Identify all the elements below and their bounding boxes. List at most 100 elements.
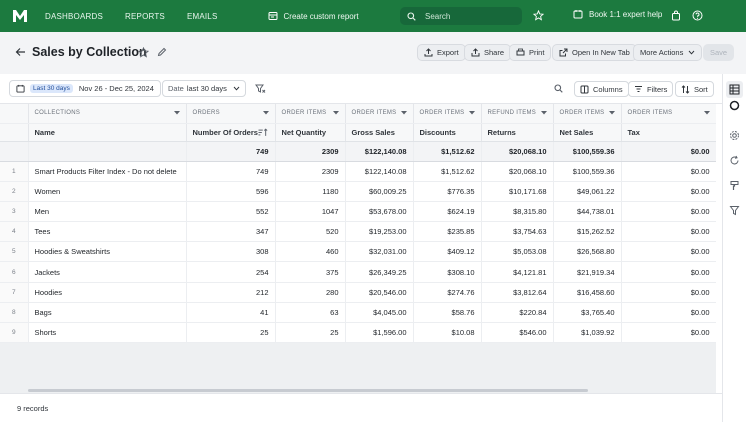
nav-emails[interactable]: EMAILS	[186, 11, 218, 21]
share-button[interactable]: Share	[464, 44, 512, 61]
table-row[interactable]: 9 Shorts 25 25 $1,596.00 $10.08 $546.00 $1,039.…	[0, 322, 716, 344]
value-cell: $100,559.36	[553, 161, 622, 182]
table-row[interactable]: 7 Hoodies 212 280 $20,546.00 $274.76 $3,812.64…	[0, 282, 716, 303]
export-button[interactable]: Export	[417, 44, 466, 61]
back-arrow-icon[interactable]	[15, 47, 26, 57]
group-header-inner: ORDER ITEMS	[560, 110, 615, 116]
print-button[interactable]: Print	[509, 44, 552, 61]
date-preset-chip: Last 30 days	[30, 84, 73, 93]
table-row[interactable]: 6 Jackets 254 375 $26,349.25 $308.10 $4,121.81…	[0, 261, 716, 283]
collection-name-cell: Shorts	[28, 322, 187, 344]
save-button[interactable]: Save	[703, 44, 735, 61]
settings-gear-icon[interactable]	[729, 130, 740, 141]
value-cell: $1,596.00	[345, 322, 414, 344]
column-header-label: Number Of Orders	[192, 127, 258, 137]
column-header-cell[interactable]: Net Sales	[553, 123, 622, 142]
table-view-icon[interactable]	[729, 84, 740, 95]
table-row[interactable]: 8 Bags 41 63 $4,045.00 $58.76 $220.84 $3,765.40…	[0, 302, 716, 324]
column-menu-chevron-icon[interactable]	[540, 111, 547, 115]
group-label: ORDER ITEMS	[627, 110, 673, 117]
table-row[interactable]: 2 Women 596 1180 $60,009.25 $776.35 $10,171.68…	[0, 181, 716, 202]
period-select[interactable]: Date last 30 days	[162, 80, 246, 97]
column-menu-chevron-icon[interactable]	[703, 111, 710, 115]
filters-button[interactable]: Filters	[628, 81, 674, 97]
date-range-picker[interactable]: Last 30 days Nov 26 - Dec 25, 2024	[9, 80, 161, 97]
value-cell: 254	[186, 261, 276, 283]
column-header-label: Net Sales	[559, 127, 594, 137]
group-header-cell[interactable]: ORDER ITEMS	[275, 104, 346, 124]
group-header-cell[interactable]: ORDERS	[186, 104, 276, 124]
sort-button[interactable]: Sort	[675, 81, 714, 97]
search-icon[interactable]	[554, 84, 563, 93]
column-header-cell[interactable]: Name	[28, 123, 187, 142]
value-cell: 596	[186, 181, 276, 202]
page-header: Sales by Collection Export Share Print O…	[0, 32, 746, 74]
column-menu-chevron-icon[interactable]	[400, 111, 407, 115]
value-cell: $15,262.52	[553, 221, 622, 243]
group-header-cell[interactable]: ORDER ITEMS	[621, 104, 716, 124]
external-link-icon	[559, 48, 568, 57]
nav-reports[interactable]: REPORTS	[125, 11, 165, 21]
table-row[interactable]: 4 Tees 347 520 $19,253.00 $235.85 $3,754.63 $15…	[0, 221, 716, 243]
column-menu-chevron-icon[interactable]	[608, 111, 615, 115]
print-label: Print	[529, 48, 545, 57]
value-cell: 308	[186, 241, 276, 263]
column-header-cell[interactable]: Discounts	[413, 123, 482, 142]
logo-icon[interactable]	[11, 8, 29, 24]
shopping-bag-icon[interactable]	[671, 10, 681, 21]
open-new-tab-button[interactable]: Open In New Tab	[552, 44, 637, 61]
collection-name-cell: Women	[28, 181, 187, 202]
column-header-inner: Gross Sales	[352, 128, 407, 137]
filters-label: Filters	[647, 84, 668, 94]
clear-filter-icon[interactable]	[255, 84, 266, 94]
create-custom-report-link[interactable]: Create custom report	[268, 11, 359, 21]
nav-dashboards[interactable]: DASHBOARDS	[45, 11, 104, 21]
column-header-cell[interactable]: Number Of Orders	[186, 123, 276, 142]
column-header-cell[interactable]: Returns	[481, 123, 554, 142]
column-menu-chevron-icon[interactable]	[173, 111, 180, 115]
group-header-cell[interactable]: ORDER ITEMS	[413, 104, 482, 124]
column-menu-chevron-icon[interactable]	[332, 111, 339, 115]
more-actions-button[interactable]: More Actions	[633, 44, 703, 61]
favorite-star-icon[interactable]	[138, 47, 149, 58]
refresh-icon[interactable]	[729, 155, 740, 166]
group-header-cell[interactable]: COLLECTIONS	[28, 104, 187, 124]
value-cell: $308.10	[413, 261, 482, 283]
value-cell: $21,919.34	[553, 261, 622, 283]
filter-funnel-icon[interactable]	[729, 205, 740, 216]
print-icon	[516, 48, 525, 56]
paint-format-icon[interactable]	[729, 180, 740, 191]
expert-help-link[interactable]: Book 1:1 expert help	[573, 9, 662, 19]
value-cell: $32,031.00	[345, 241, 414, 263]
columns-button[interactable]: Columns	[574, 81, 629, 97]
sort-descending-icon[interactable]	[258, 127, 269, 137]
column-menu-chevron-icon[interactable]	[262, 111, 269, 115]
value-cell: $20,068.10	[481, 161, 554, 182]
expert-help-label: Book 1:1 expert help	[589, 9, 663, 19]
table-row[interactable]: 5 Hoodies & Sweatshirts 308 460 $32,031.00 $4…	[0, 241, 716, 263]
column-header-cell[interactable]: Gross Sales	[345, 123, 414, 142]
search-input[interactable]: Search	[400, 7, 522, 25]
group-header-cell[interactable]: REFUND ITEMS	[481, 104, 554, 124]
help-icon[interactable]	[692, 10, 703, 21]
row-number: 5	[0, 241, 29, 263]
table-row[interactable]: 3 Men 552 1047 $53,678.00 $624.19 $8,315.80 $44…	[0, 201, 716, 223]
value-cell: $546.00	[481, 322, 554, 344]
value-cell: $235.85	[413, 221, 482, 243]
collection-name-cell: Hoodies	[28, 282, 187, 303]
chart-ring-icon[interactable]	[729, 100, 740, 111]
row-number-corner	[0, 123, 29, 142]
group-header-cell[interactable]: ORDER ITEMS	[345, 104, 414, 124]
column-header-cell[interactable]: Net Quantity	[275, 123, 346, 142]
group-header-cell[interactable]: ORDER ITEMS	[553, 104, 622, 124]
horizontal-scrollbar[interactable]	[28, 389, 588, 392]
collection-name-cell: Men	[28, 201, 187, 223]
edit-pencil-icon[interactable]	[157, 47, 167, 57]
totals-row: 749 2309 $122,140.08 $1,512.62 $20,068.10 $10…	[0, 141, 716, 162]
column-menu-chevron-icon[interactable]	[468, 111, 475, 115]
value-cell: $122,140.08	[345, 161, 414, 182]
value-cell: $0.00	[621, 322, 716, 344]
column-header-cell[interactable]: Tax	[621, 123, 716, 142]
favorites-star-icon[interactable]	[533, 10, 544, 21]
table-row[interactable]: 1 Smart Products Filter Index - Do not de…	[0, 161, 716, 182]
